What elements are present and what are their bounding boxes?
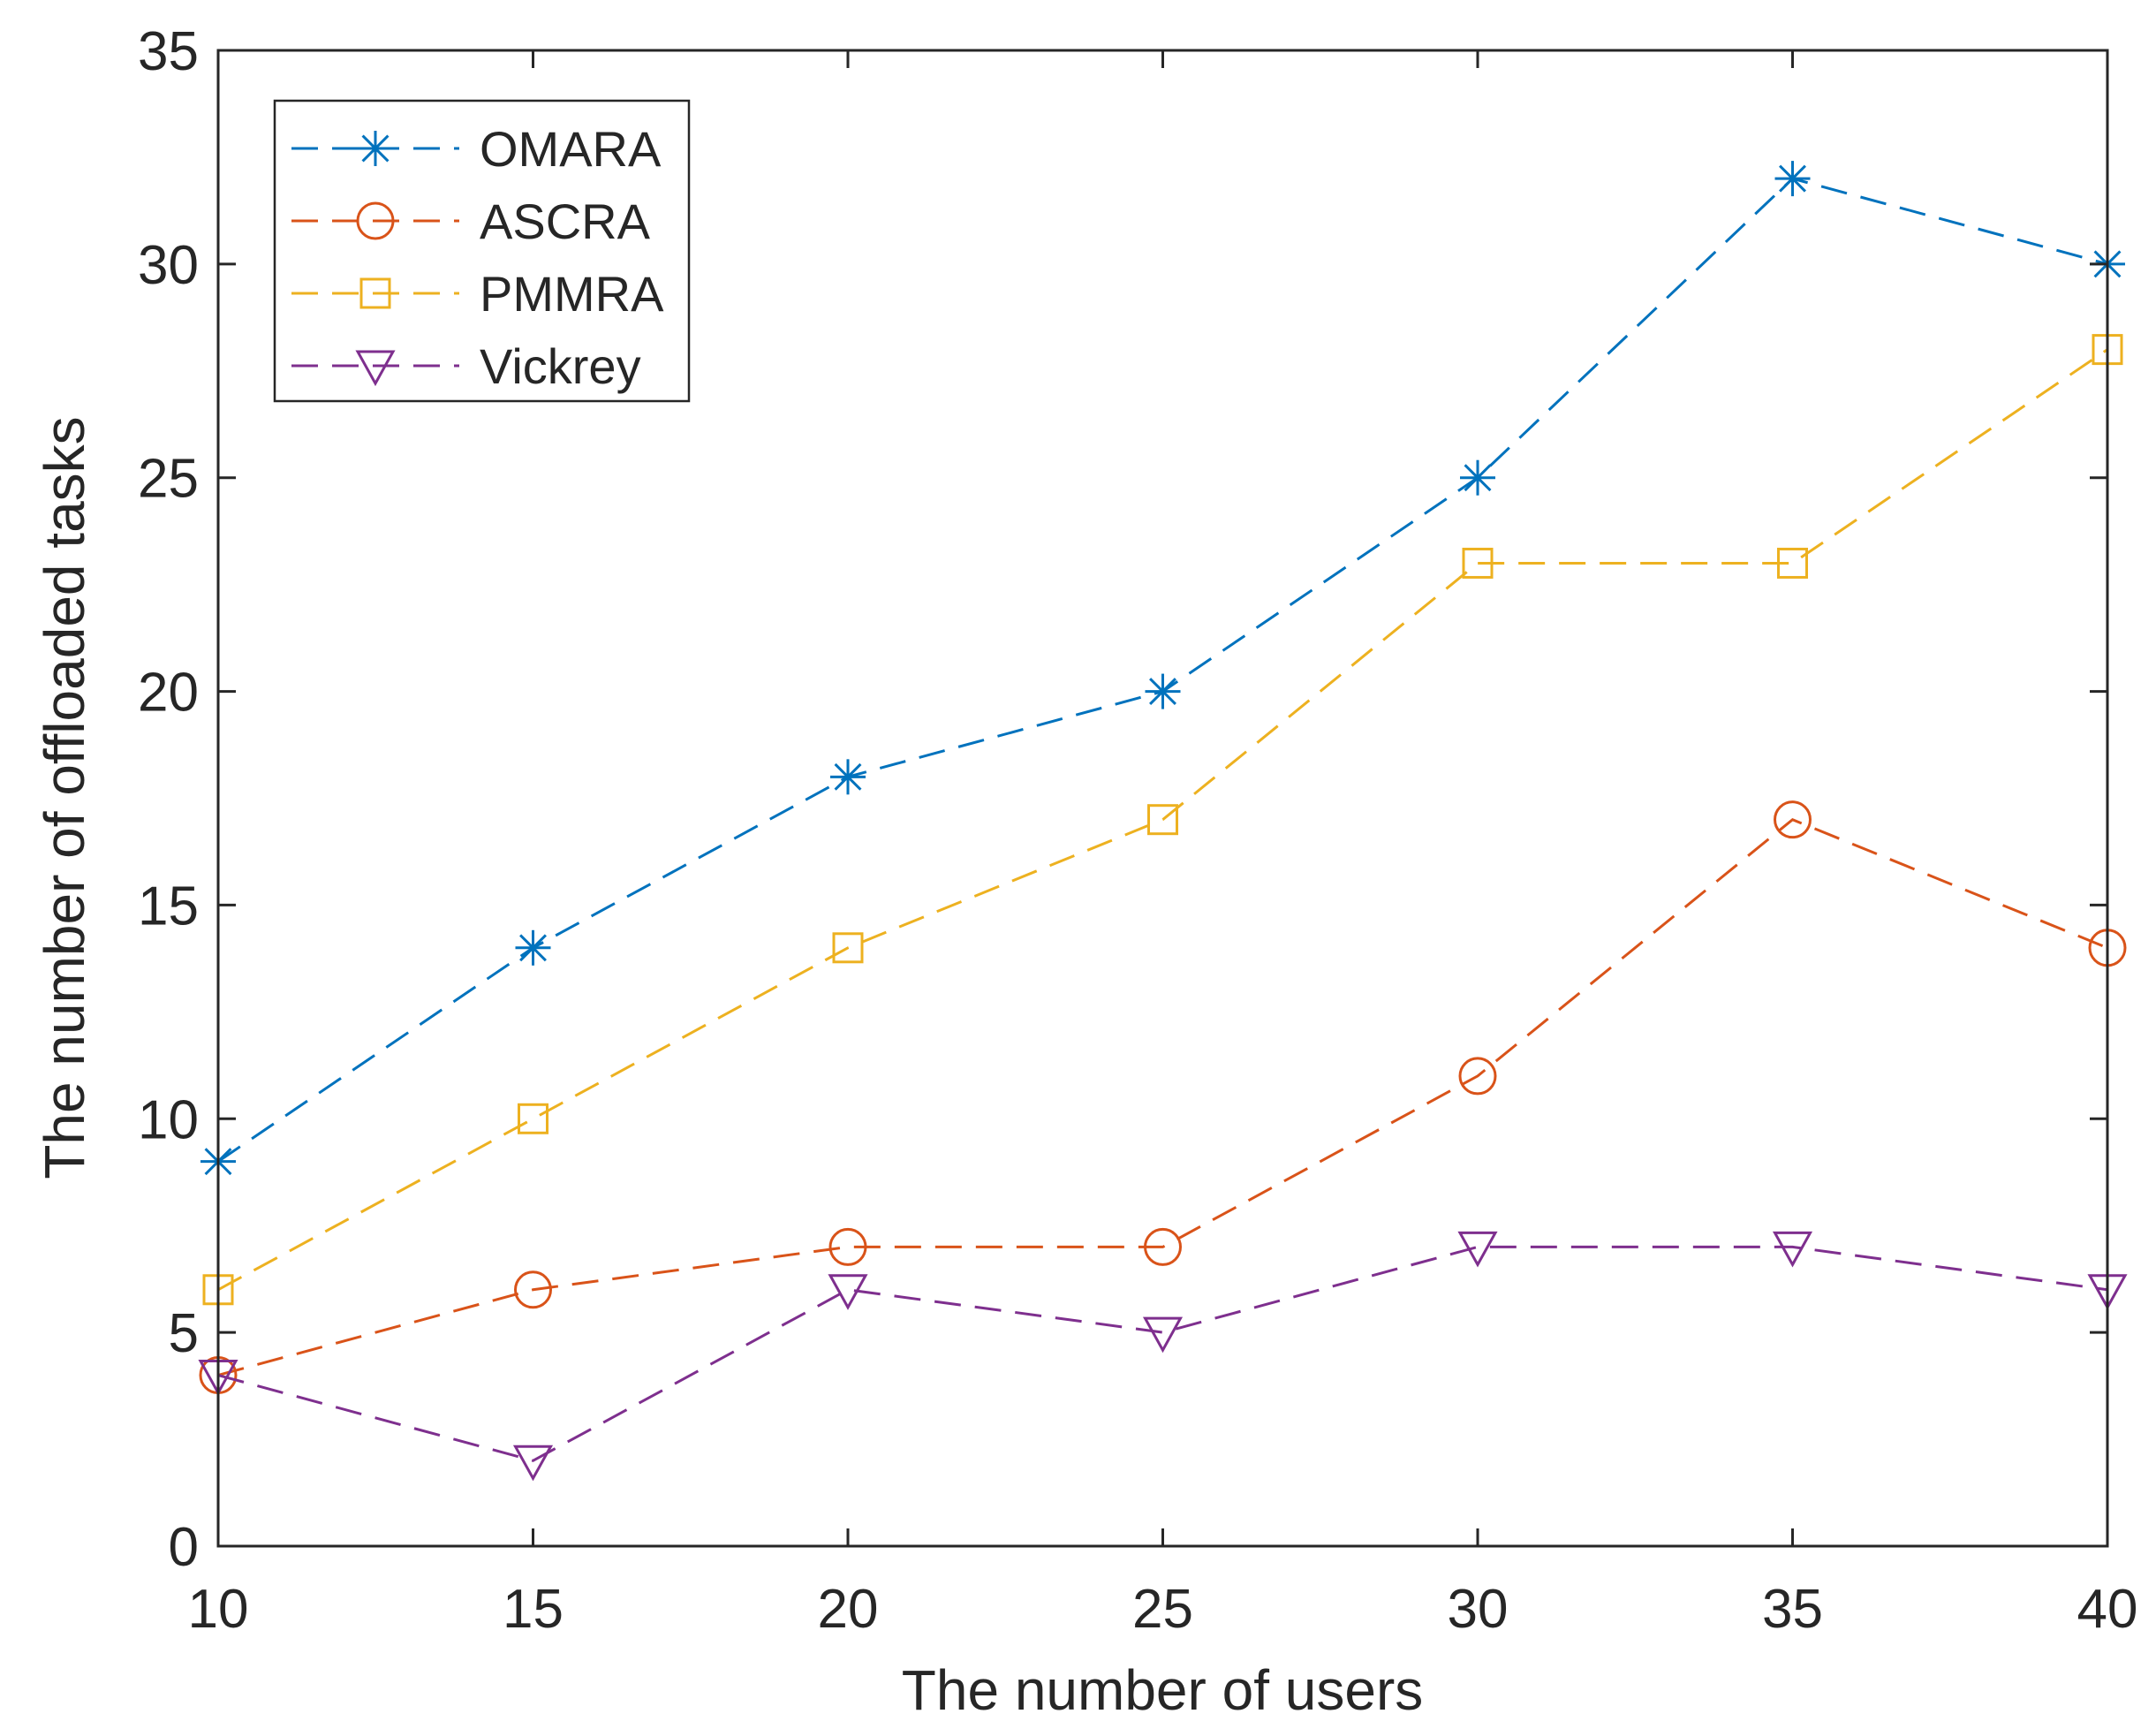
y-tick-label: 25 bbox=[138, 449, 199, 510]
data-point-vickrey bbox=[828, 1274, 868, 1310]
series-line-ascra bbox=[217, 817, 2108, 1376]
legend-marker-ascra bbox=[356, 201, 395, 240]
y-tick-label: 35 bbox=[138, 21, 199, 82]
data-point-ascra bbox=[1774, 800, 1812, 839]
x-tick-label: 25 bbox=[1132, 1579, 1193, 1640]
legend-item-ascra: ASCRA bbox=[291, 193, 651, 249]
x-tick-label: 15 bbox=[503, 1579, 564, 1640]
data-point-omara bbox=[515, 929, 551, 966]
data-point-omara bbox=[1460, 459, 1495, 496]
x-axis-label: The number of users bbox=[902, 1658, 1424, 1722]
x-tick-label: 35 bbox=[1762, 1579, 1823, 1640]
series-ascra bbox=[199, 800, 2127, 1395]
data-point-omara bbox=[1145, 673, 1181, 709]
data-point-pmmra bbox=[832, 932, 864, 964]
data-point-ascra bbox=[1144, 1227, 1182, 1266]
legend-label-omara: OMARA bbox=[480, 121, 662, 177]
data-point-omara bbox=[1774, 161, 1811, 197]
legend-label-vickrey: Vickrey bbox=[480, 338, 641, 394]
data-point-pmmra bbox=[1462, 547, 1494, 579]
data-point-omara bbox=[830, 759, 866, 795]
series-pmmra bbox=[202, 334, 2123, 1306]
y-tick-label: 20 bbox=[138, 663, 199, 724]
data-point-pmmra bbox=[518, 1103, 548, 1134]
legend-label-ascra: ASCRA bbox=[480, 193, 651, 249]
data-point-pmmra bbox=[1777, 547, 1808, 579]
x-tick-label: 40 bbox=[2077, 1579, 2138, 1640]
y-tick-label: 5 bbox=[169, 1303, 199, 1364]
y-tick-label: 10 bbox=[138, 1089, 199, 1150]
data-point-vickrey bbox=[1772, 1231, 1813, 1268]
legend-label-pmmra: PMMRA bbox=[480, 266, 664, 322]
data-point-pmmra bbox=[1147, 804, 1178, 836]
data-point-ascra bbox=[1458, 1057, 1497, 1096]
legend-items: OMARA ASCRA PMMRA Vickrey bbox=[291, 121, 664, 394]
series-line-pmmra bbox=[217, 348, 2108, 1292]
series-omara bbox=[200, 161, 2125, 1179]
data-point-vickrey bbox=[1142, 1316, 1184, 1354]
legend-item-omara: OMARA bbox=[291, 121, 662, 177]
data-point-vickrey bbox=[512, 1445, 554, 1482]
y-tick-label: 30 bbox=[138, 235, 199, 296]
x-tick-label: 30 bbox=[1448, 1579, 1509, 1640]
ticks-group: 10 15 20 25 30 35 40 0 5 10 15 20 25 30 35 bbox=[138, 21, 2137, 1640]
series-vickrey bbox=[198, 1231, 2128, 1482]
series-line-vickrey bbox=[217, 1245, 2108, 1462]
data-point-vickrey bbox=[1457, 1231, 1498, 1268]
legend-item-vickrey: Vickrey bbox=[291, 338, 641, 394]
y-tick-label: 0 bbox=[169, 1517, 199, 1578]
legend-marker-omara bbox=[358, 131, 393, 166]
data-point-ascra bbox=[514, 1270, 552, 1309]
x-tick-label: 20 bbox=[818, 1579, 879, 1640]
legend-marker-vickrey bbox=[355, 350, 396, 387]
y-axis-label: The number of offloaded tasks bbox=[33, 416, 96, 1179]
legend-item-pmmra: PMMRA bbox=[291, 266, 664, 322]
x-tick-label: 10 bbox=[188, 1579, 249, 1640]
y-tick-label: 15 bbox=[138, 876, 199, 937]
series-group bbox=[198, 161, 2128, 1482]
data-point-ascra bbox=[828, 1227, 867, 1266]
legend-marker-pmmra bbox=[359, 277, 391, 309]
legend-box bbox=[273, 99, 691, 403]
legend: OMARA ASCRA PMMRA Vickrey bbox=[273, 99, 691, 403]
